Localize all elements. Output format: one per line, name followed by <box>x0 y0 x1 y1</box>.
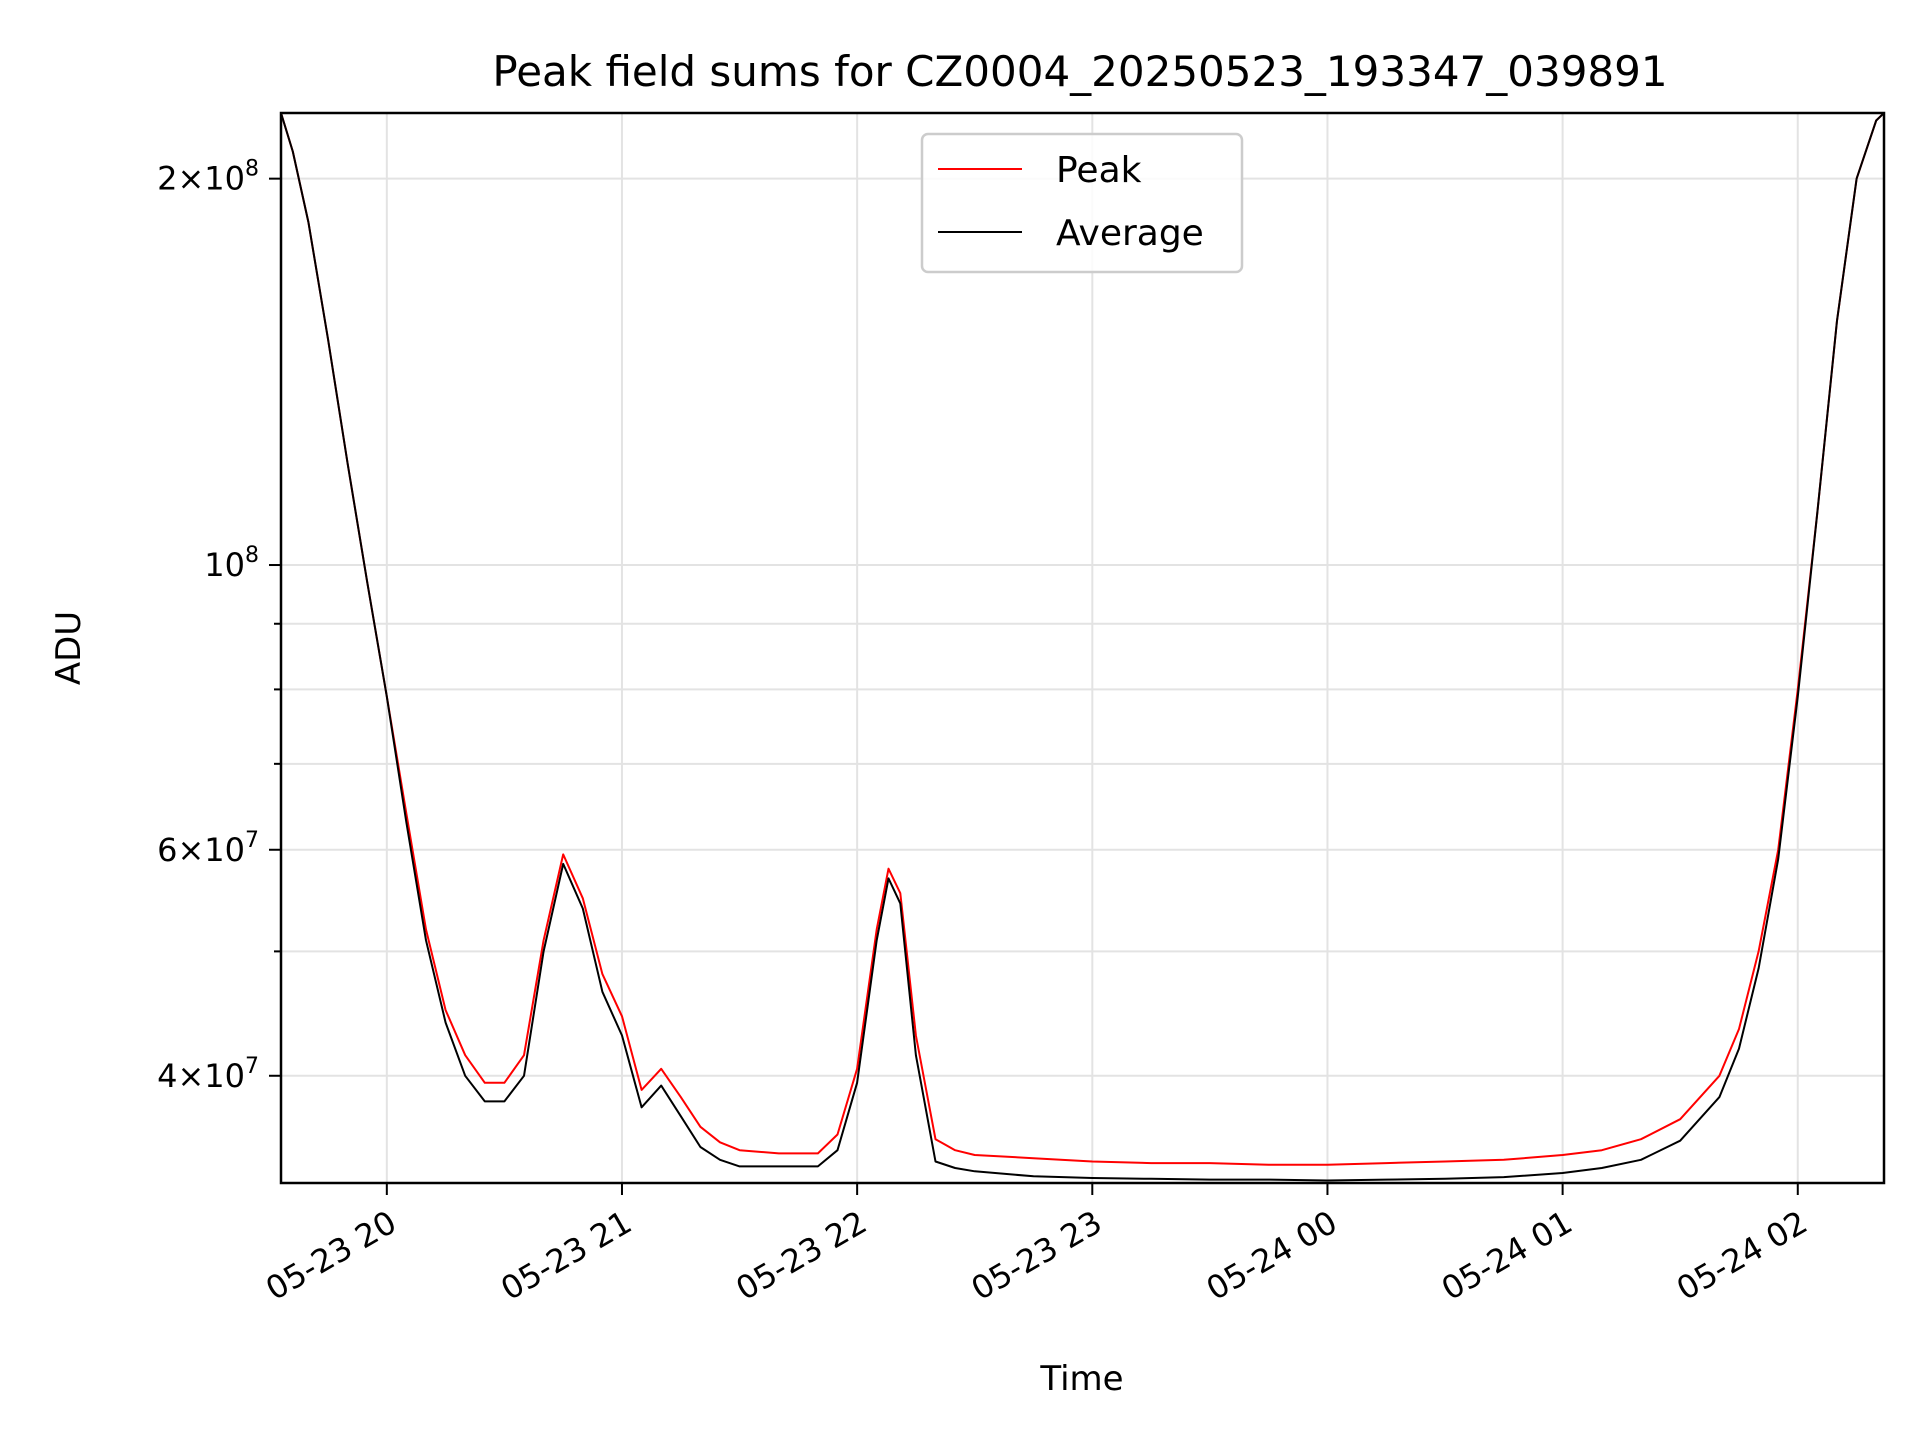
legend-label-average: Average <box>1056 213 1204 254</box>
y-tick-label: 4×107 <box>157 1054 259 1095</box>
series-line-average <box>281 113 1884 1182</box>
y-tick-label: 108 <box>204 543 259 584</box>
series-line-peak <box>281 113 1884 1166</box>
y-tick-label: 6×107 <box>157 828 259 869</box>
plot-frame <box>279 111 1886 1185</box>
y-axis: 4×107 6×107 108 2×108 <box>157 157 281 1095</box>
legend: Peak Average <box>920 132 1244 274</box>
x-axis-label: Time <box>1039 1359 1123 1399</box>
y-axis-label: ADU <box>49 611 89 685</box>
y-tick-label: 2×108 <box>157 157 259 198</box>
series-layer <box>281 113 1884 1182</box>
chart-title: Peak field sums for CZ0004_20250523_1933… <box>492 47 1667 96</box>
legend-label-peak: Peak <box>1056 150 1142 191</box>
